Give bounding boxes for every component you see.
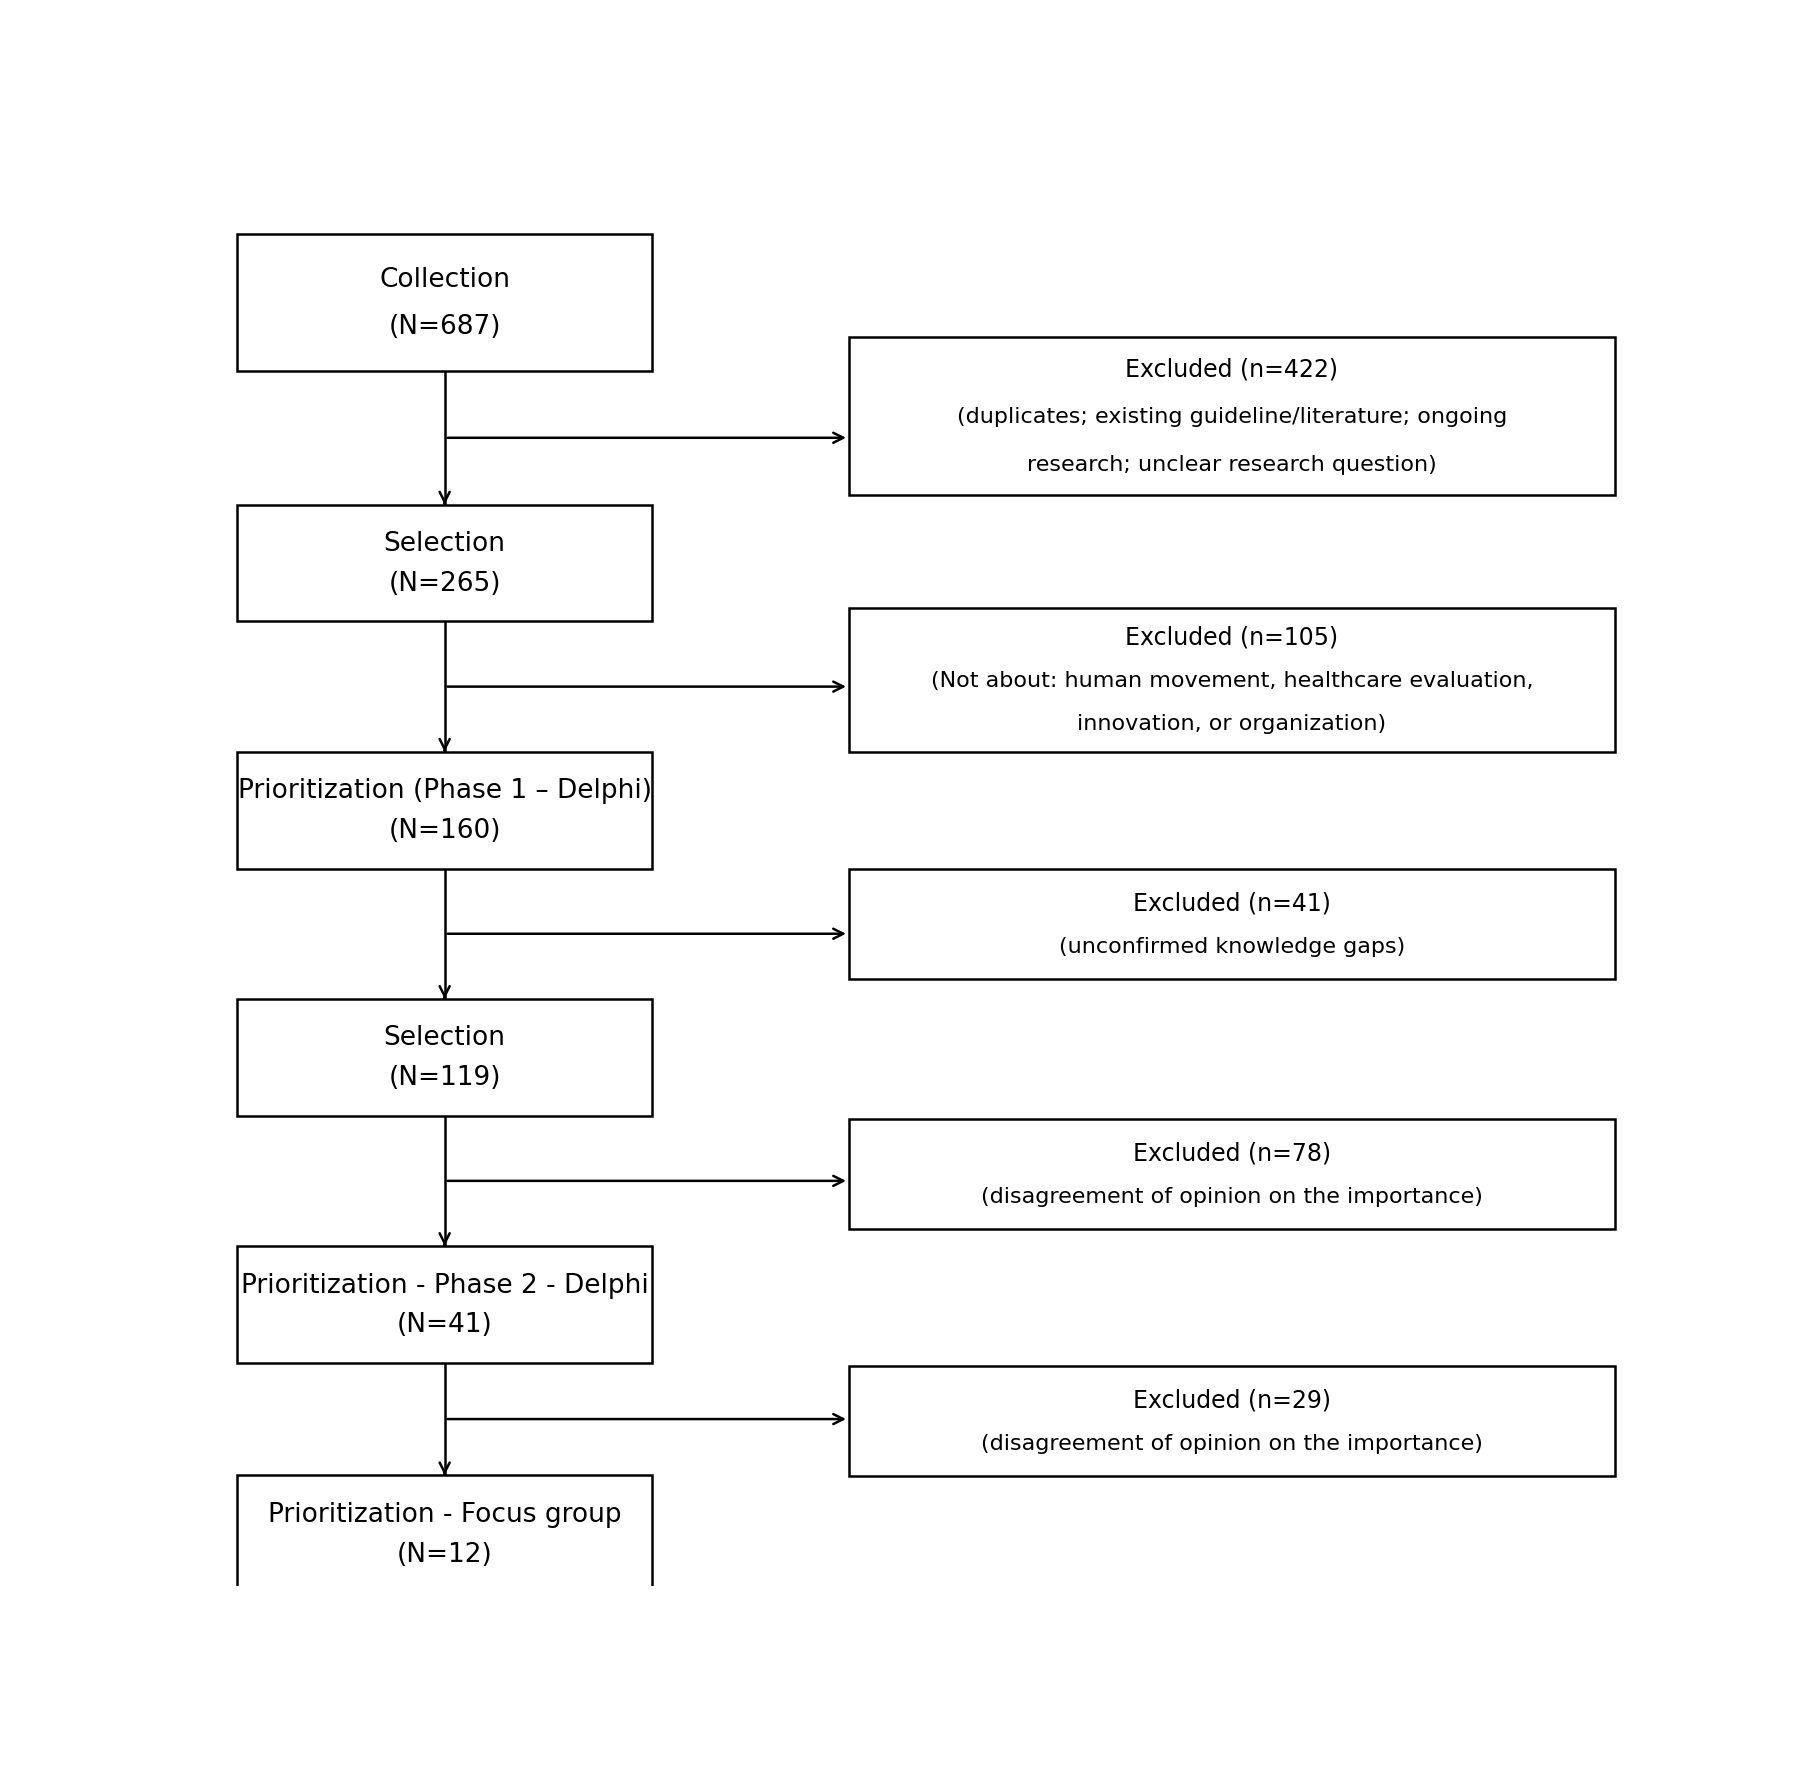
Bar [849,1367,1614,1475]
Text: (disagreement of opinion on the importance): (disagreement of opinion on the importan… [981,1433,1482,1454]
Text: (N=265): (N=265) [388,570,501,597]
Text: Prioritization - Focus group: Prioritization - Focus group [268,1500,622,1527]
Text: Prioritization - Phase 2 - Delphi: Prioritization - Phase 2 - Delphi [241,1272,649,1297]
Text: (Not about: human movement, healthcare evaluation,: (Not about: human movement, healthcare e… [931,670,1533,690]
Text: research; unclear research question): research; unclear research question) [1027,454,1437,474]
Text: Collection: Collection [379,267,510,292]
Text: (N=12): (N=12) [397,1541,493,1566]
Bar [238,506,651,622]
Bar [849,608,1614,752]
Text: Excluded (n=29): Excluded (n=29) [1134,1388,1331,1411]
Bar [238,1475,651,1591]
Bar [238,1246,651,1363]
Text: (unconfirmed knowledge gaps): (unconfirmed knowledge gaps) [1059,937,1406,957]
Text: Selection: Selection [383,1025,506,1051]
Bar [849,1119,1614,1230]
Text: Selection: Selection [383,531,506,558]
Text: (disagreement of opinion on the importance): (disagreement of opinion on the importan… [981,1187,1482,1206]
Text: Excluded (n=105): Excluded (n=105) [1125,625,1339,649]
Text: Excluded (n=78): Excluded (n=78) [1134,1140,1331,1164]
Bar [238,235,651,372]
Text: (N=119): (N=119) [388,1064,501,1091]
Text: Excluded (n=422): Excluded (n=422) [1125,358,1339,381]
Bar [849,870,1614,980]
Text: (N=160): (N=160) [388,818,501,843]
Bar [849,339,1614,495]
Bar [238,1000,651,1116]
Text: Excluded (n=41): Excluded (n=41) [1134,891,1331,914]
Text: Prioritization (Phase 1 – Delphi): Prioritization (Phase 1 – Delphi) [238,779,651,804]
Text: (duplicates; existing guideline/literature; ongoing: (duplicates; existing guideline/literatu… [956,406,1507,428]
Bar [238,752,651,870]
Text: (N=41): (N=41) [397,1312,493,1338]
Text: (N=687): (N=687) [388,314,501,339]
Text: innovation, or organization): innovation, or organization) [1078,713,1386,734]
